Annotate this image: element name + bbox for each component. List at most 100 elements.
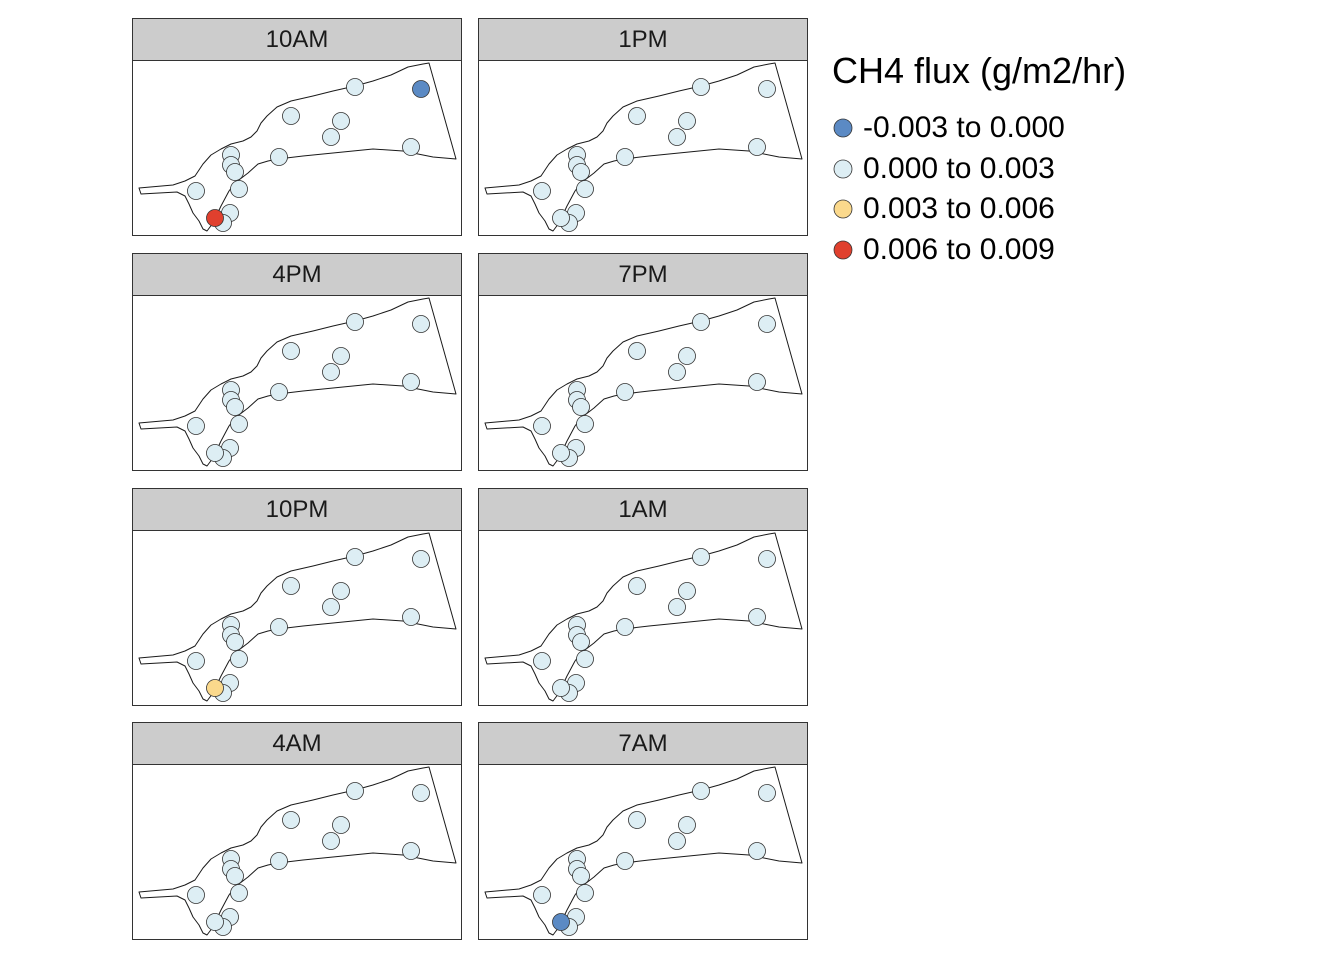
flux-point [572, 163, 590, 181]
flux-point [668, 128, 686, 146]
flux-point [332, 112, 350, 130]
facet-panel-10pm: 10PM [132, 488, 462, 706]
pond-outline [138, 766, 457, 936]
map-area [132, 60, 462, 236]
pond-map [484, 766, 803, 936]
flux-point [322, 128, 340, 146]
pond-map [138, 297, 457, 467]
facet-label: 1PM [618, 26, 668, 53]
facet-label: 7AM [618, 730, 668, 757]
legend: CH4 flux (g/m2/hr) -0.003 to 0.000 0.000 … [832, 50, 1312, 270]
pond-outline [138, 297, 457, 467]
pond-map [138, 532, 457, 702]
flux-point [692, 313, 710, 331]
flux-point [552, 913, 570, 931]
pond-outline [484, 532, 803, 702]
flux-point [572, 398, 590, 416]
facet-panel-4am: 4AM [132, 722, 462, 940]
legend-item: 0.003 to 0.006 [832, 189, 1312, 230]
flux-point [346, 78, 364, 96]
legend-item: -0.003 to 0.000 [832, 108, 1312, 149]
flux-point [616, 618, 634, 636]
flux-point [187, 652, 205, 670]
flux-point [748, 138, 766, 156]
flux-point [576, 180, 594, 198]
map-area [478, 295, 808, 471]
flux-point [758, 784, 776, 802]
flux-point [402, 842, 420, 860]
flux-point [552, 209, 570, 227]
flux-point [412, 784, 430, 802]
legend-label: -0.003 to 0.000 [863, 111, 1065, 145]
flux-point [412, 550, 430, 568]
flux-point [576, 415, 594, 433]
flux-point [692, 78, 710, 96]
pond-map [484, 297, 803, 467]
flux-point [678, 816, 696, 834]
map-area [478, 764, 808, 940]
legend-key-icon [833, 240, 853, 260]
flux-point [576, 884, 594, 902]
flux-point [692, 782, 710, 800]
facet-strip: 7AM [478, 722, 808, 765]
flux-point [628, 577, 646, 595]
flux-point [206, 913, 224, 931]
flux-point [270, 618, 288, 636]
flux-point [758, 550, 776, 568]
flux-point [628, 342, 646, 360]
facet-label: 10AM [265, 26, 329, 53]
facet-strip: 1AM [478, 488, 808, 531]
facet-strip: 7PM [478, 253, 808, 296]
legend-key-icon [833, 159, 853, 179]
flux-point [226, 163, 244, 181]
flux-point [206, 679, 224, 697]
flux-point [572, 867, 590, 885]
legend-title: CH4 flux (g/m2/hr) [832, 50, 1127, 91]
flux-point [533, 886, 551, 904]
flux-point [412, 80, 430, 98]
flux-point [230, 415, 248, 433]
flux-point [402, 373, 420, 391]
pond-map [484, 62, 803, 232]
flux-point [748, 373, 766, 391]
facet-strip: 4PM [132, 253, 462, 296]
flux-point [322, 598, 340, 616]
flux-point [668, 363, 686, 381]
flux-point [230, 884, 248, 902]
legend-label: 0.000 to 0.003 [863, 151, 1055, 185]
flux-point [332, 582, 350, 600]
facet-label: 1AM [618, 496, 668, 523]
flux-point [282, 577, 300, 595]
pond-map [138, 62, 457, 232]
legend-item: 0.006 to 0.009 [832, 230, 1312, 271]
pond-outline [138, 532, 457, 702]
flux-point [552, 679, 570, 697]
flux-point [206, 209, 224, 227]
flux-point [346, 782, 364, 800]
facet-strip: 10AM [132, 18, 462, 61]
flux-point [572, 633, 590, 651]
legend-key-icon [833, 199, 853, 219]
flux-point [678, 347, 696, 365]
flux-point [616, 148, 634, 166]
flux-point [552, 444, 570, 462]
flux-point [678, 112, 696, 130]
flux-point [748, 842, 766, 860]
map-area [132, 764, 462, 940]
legend-items: -0.003 to 0.000 0.000 to 0.003 0.003 to 0.… [832, 108, 1312, 270]
flux-point [270, 148, 288, 166]
pond-outline [484, 297, 803, 467]
flux-point [187, 886, 205, 904]
pond-map [484, 532, 803, 702]
flux-point [678, 582, 696, 600]
flux-point [230, 650, 248, 668]
flux-point [206, 444, 224, 462]
facet-label: 4AM [272, 730, 322, 757]
flux-point [322, 363, 340, 381]
facet-strip: 10PM [132, 488, 462, 531]
legend-key-icon [833, 118, 853, 138]
flux-point [616, 852, 634, 870]
flux-point [332, 816, 350, 834]
flux-point [668, 598, 686, 616]
flux-point [758, 315, 776, 333]
